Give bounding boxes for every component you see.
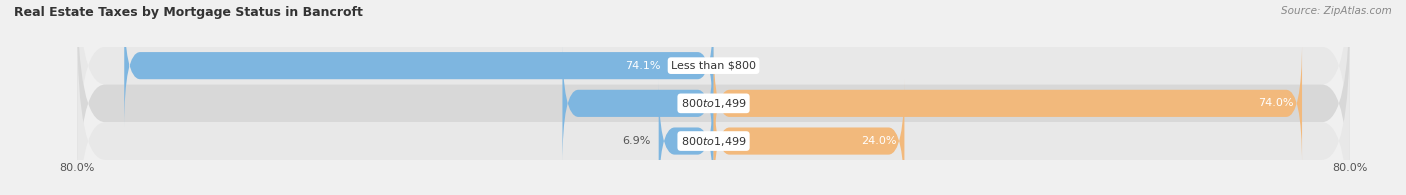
FancyBboxPatch shape: [658, 79, 714, 195]
Text: 24.0%: 24.0%: [860, 136, 897, 146]
Text: Less than $800: Less than $800: [671, 61, 756, 71]
FancyBboxPatch shape: [562, 42, 714, 165]
Text: Source: ZipAtlas.com: Source: ZipAtlas.com: [1281, 6, 1392, 16]
Text: $800 to $1,499: $800 to $1,499: [681, 135, 747, 148]
Text: 19.0%: 19.0%: [690, 98, 727, 108]
Text: 74.0%: 74.0%: [1258, 98, 1294, 108]
Text: 0.0%: 0.0%: [721, 61, 749, 71]
FancyBboxPatch shape: [714, 79, 904, 195]
Legend: Without Mortgage, With Mortgage: Without Mortgage, With Mortgage: [593, 194, 834, 195]
Text: 6.9%: 6.9%: [623, 136, 651, 146]
FancyBboxPatch shape: [77, 0, 1350, 179]
Text: Real Estate Taxes by Mortgage Status in Bancroft: Real Estate Taxes by Mortgage Status in …: [14, 6, 363, 19]
FancyBboxPatch shape: [77, 28, 1350, 195]
FancyBboxPatch shape: [77, 0, 1350, 195]
Text: 74.1%: 74.1%: [626, 61, 661, 71]
Text: $800 to $1,499: $800 to $1,499: [681, 97, 747, 110]
FancyBboxPatch shape: [714, 42, 1302, 165]
FancyBboxPatch shape: [124, 4, 714, 128]
